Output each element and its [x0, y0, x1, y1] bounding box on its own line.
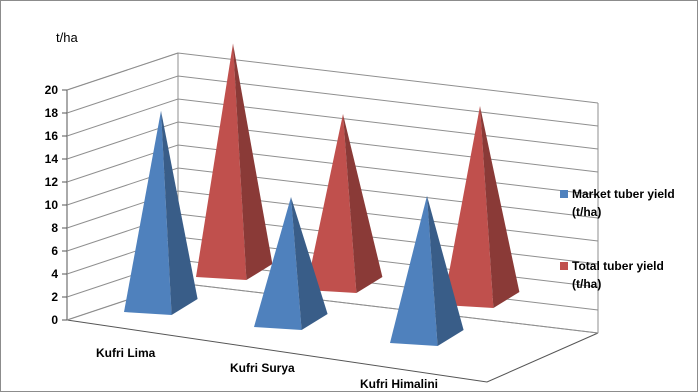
- pyramid-series: [124, 43, 520, 346]
- pyramid-front-face: [390, 195, 438, 346]
- category-label: Kufri Himalini: [360, 377, 438, 391]
- gridline: [66, 52, 599, 104]
- pyramid-front-face: [443, 106, 494, 308]
- y-tick-label: 12: [45, 175, 59, 189]
- pyramid-front-face: [306, 114, 357, 293]
- legend: Market tuber yield (t/ha) Total tuber yiel…: [560, 187, 675, 291]
- legend-swatch: [560, 190, 568, 198]
- pyramid-front-face: [124, 110, 172, 315]
- y-tick-label: 16: [45, 129, 59, 143]
- category-label: Kufri Lima: [96, 346, 156, 360]
- pyramid-side-face: [480, 106, 520, 308]
- pyramid-side-face: [233, 43, 273, 280]
- pyramid-front-face: [196, 43, 247, 280]
- pyramid-side-face: [427, 195, 464, 346]
- y-tick-label: 14: [45, 152, 59, 166]
- y-tick-label: 20: [45, 83, 59, 97]
- y-tick-label: 6: [51, 244, 58, 258]
- pyramid-side-face: [161, 110, 198, 315]
- gridline: [66, 144, 599, 196]
- y-tick-label: 10: [45, 198, 59, 212]
- pyramid-front-face: [254, 197, 302, 330]
- gridline: [66, 167, 599, 219]
- legend-label: (t/ha): [572, 205, 601, 219]
- legend-label: Total tuber yield: [572, 259, 664, 273]
- y-tick-label: 0: [51, 313, 58, 327]
- pyramid-side-face: [291, 197, 328, 330]
- y-axis-ticks: 0 2 4 6 8 10 12 14 16 18 20: [45, 83, 67, 327]
- gridline: [66, 75, 599, 127]
- y-tick-label: 18: [45, 106, 59, 120]
- category-labels: Kufri Lima Kufri Surya Kufri Himalini: [96, 346, 438, 391]
- y-tick-label: 4: [51, 267, 58, 281]
- legend-swatch: [560, 262, 568, 270]
- legend-label: Market tuber yield: [572, 187, 675, 201]
- category-label: Kufri Surya: [230, 361, 295, 375]
- gridline: [66, 98, 599, 150]
- floor-front-edge: [66, 319, 599, 383]
- pyramid-side-face: [343, 114, 383, 293]
- gridline: [66, 121, 599, 173]
- y-tick-label: 8: [51, 221, 58, 235]
- y-tick-label: 2: [51, 290, 58, 304]
- legend-label: (t/ha): [572, 277, 601, 291]
- y-axis-unit: t/ha: [56, 30, 78, 45]
